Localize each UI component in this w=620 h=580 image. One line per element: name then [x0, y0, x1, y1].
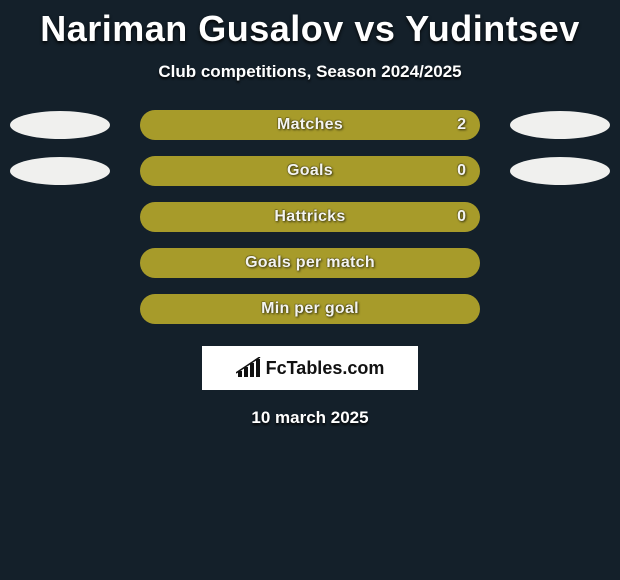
stat-value: 0 [457, 208, 466, 226]
bar-chart-icon [236, 357, 262, 379]
stat-bar: Matches 2 [140, 110, 480, 140]
stat-rows: Matches 2 Goals 0 Hattricks 0 Goals per match M… [0, 110, 620, 324]
spacer [510, 203, 610, 231]
stat-label: Goals per match [245, 254, 375, 272]
comparison-card: Nariman Gusalov vs Yudintsev Club compet… [0, 0, 620, 580]
stat-value: 0 [457, 162, 466, 180]
spacer [510, 249, 610, 277]
spacer [510, 295, 610, 323]
brand-badge: FcTables.com [202, 346, 418, 390]
player2-marker [510, 111, 610, 139]
stat-bar: Goals 0 [140, 156, 480, 186]
page-subtitle: Club competitions, Season 2024/2025 [0, 62, 620, 82]
spacer [10, 249, 110, 277]
stat-label: Matches [277, 116, 343, 134]
spacer [10, 203, 110, 231]
player2-marker [510, 157, 610, 185]
player1-marker [10, 157, 110, 185]
stat-row: Goals per match [0, 248, 620, 278]
stat-row: Goals 0 [0, 156, 620, 186]
generated-date: 10 march 2025 [0, 408, 620, 428]
stat-value: 2 [457, 116, 466, 134]
stat-bar: Min per goal [140, 294, 480, 324]
stat-row: Min per goal [0, 294, 620, 324]
page-title: Nariman Gusalov vs Yudintsev [0, 0, 620, 50]
stat-label: Hattricks [274, 208, 345, 226]
spacer [10, 295, 110, 323]
stat-label: Min per goal [261, 300, 359, 318]
stat-bar: Goals per match [140, 248, 480, 278]
stat-row: Hattricks 0 [0, 202, 620, 232]
stat-bar: Hattricks 0 [140, 202, 480, 232]
player1-marker [10, 111, 110, 139]
brand-text: FcTables.com [266, 358, 385, 379]
stat-label: Goals [287, 162, 333, 180]
stat-row: Matches 2 [0, 110, 620, 140]
